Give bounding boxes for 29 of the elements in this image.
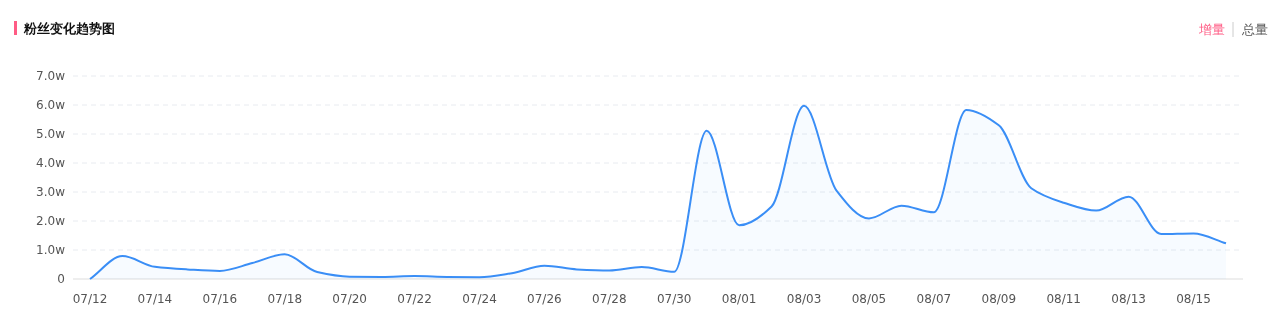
chart-title: 粉丝变化趋势图 — [23, 21, 115, 36]
x-tick-label: 07/30 — [656, 292, 692, 306]
y-tick-label: 7.0w — [36, 69, 66, 83]
x-tick-label: 07/12 — [72, 292, 108, 306]
x-tick-label: 07/28 — [592, 292, 627, 306]
x-tick-label: 08/13 — [1111, 292, 1146, 306]
y-tick-label: 4.0w — [36, 156, 66, 170]
y-tick-label: 2.0w — [36, 214, 66, 228]
x-tick-label: 08/03 — [786, 292, 822, 306]
x-tick-label: 07/24 — [462, 292, 497, 306]
x-tick-label: 07/16 — [202, 292, 238, 306]
text: 增量 — [1198, 22, 1225, 37]
text: 总量 — [1241, 22, 1268, 37]
x-tick-label: 08/11 — [1046, 292, 1082, 306]
y-tick-label: 5.0w — [36, 127, 66, 141]
x-tick-label: 08/07 — [916, 292, 952, 306]
x-tick-label: 07/14 — [137, 292, 173, 306]
x-tick-label: 08/01 — [721, 292, 757, 306]
y-tick-label: 0 — [57, 272, 65, 286]
x-tick-label: 08/09 — [981, 292, 1017, 306]
x-tick-label: 07/26 — [527, 292, 562, 306]
y-tick-label: 1.0w — [36, 243, 66, 257]
y-tick-label: 6.0w — [36, 98, 66, 112]
y-tick-label: 3.0w — [36, 185, 66, 199]
x-tick-label: 08/15 — [1176, 292, 1211, 306]
x-tick-label: 07/18 — [267, 292, 303, 306]
x-tick-label: 07/20 — [332, 292, 367, 306]
x-tick-label: 07/22 — [397, 292, 432, 306]
x-tick-label: 08/05 — [851, 292, 887, 306]
